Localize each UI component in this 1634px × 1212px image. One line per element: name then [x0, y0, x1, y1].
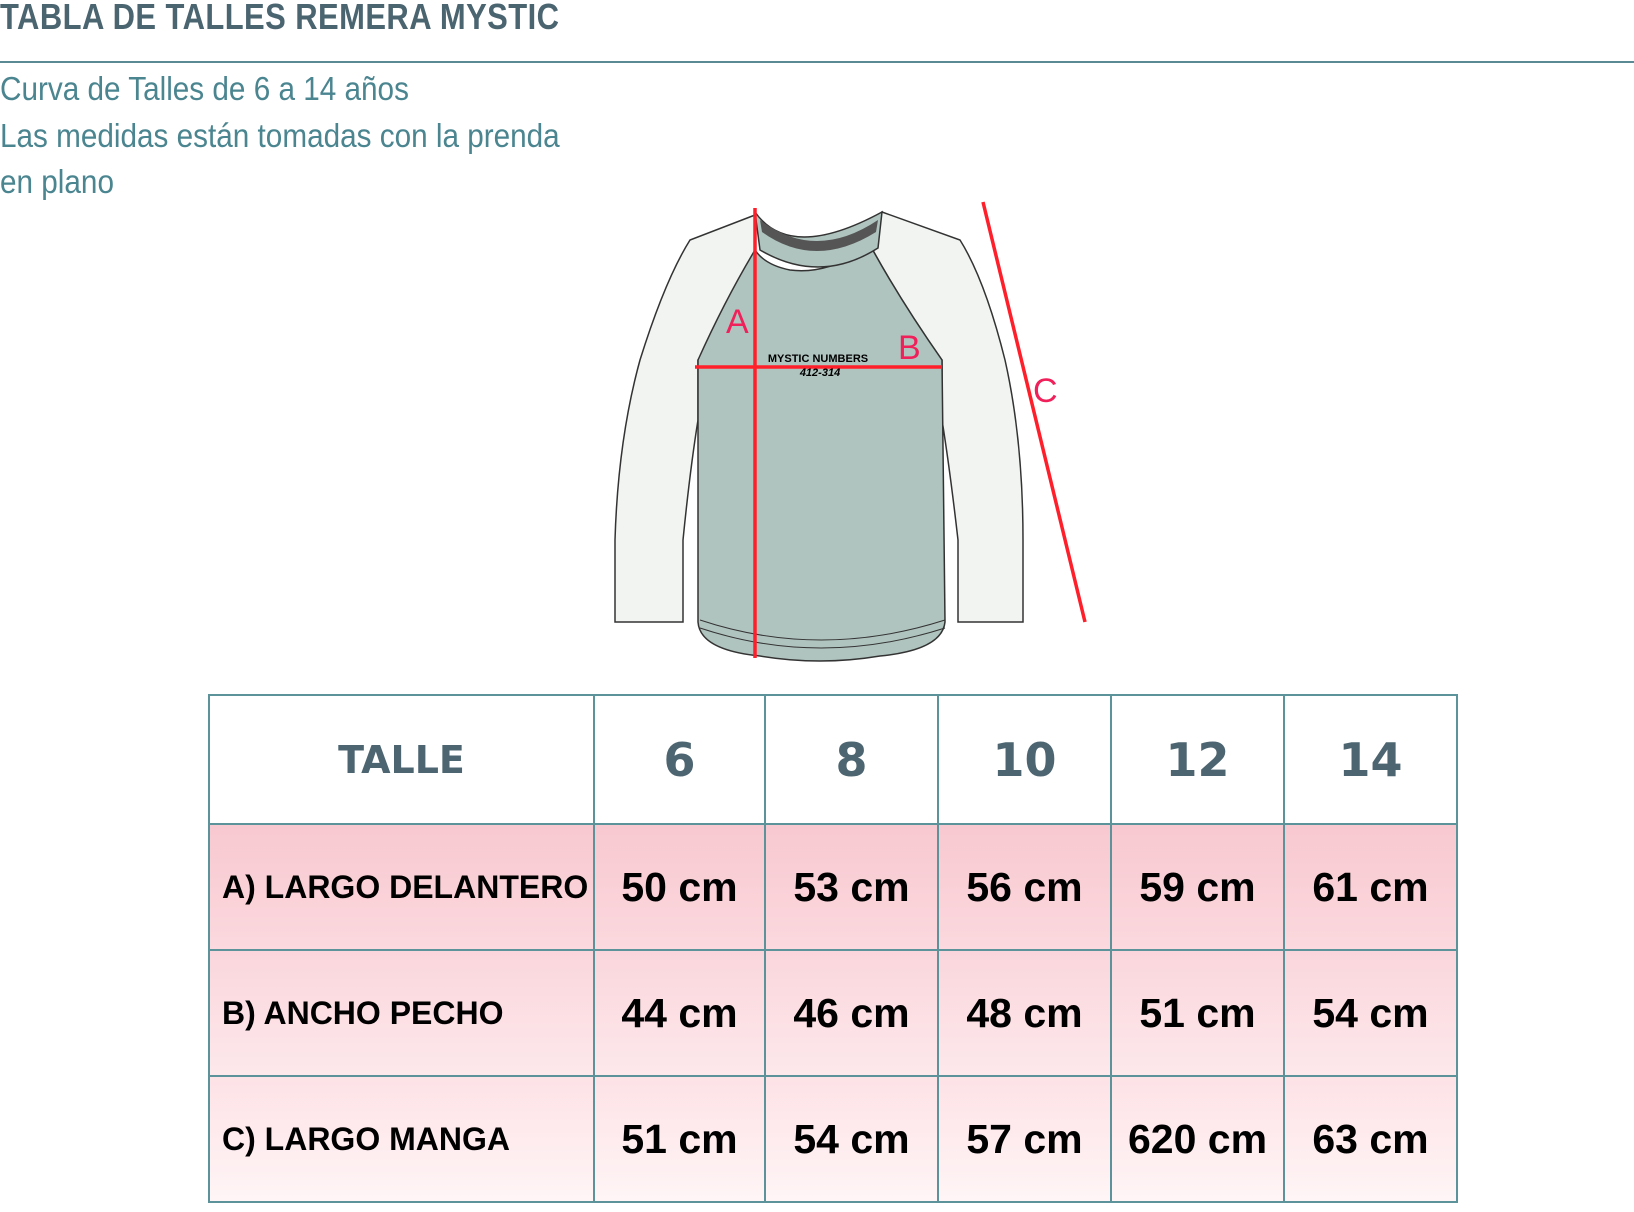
table-cell: 59 cm: [1110, 823, 1285, 951]
row-label: B) ANCHO PECHO: [208, 949, 595, 1077]
shirt-diagram: A B C MYSTIC NUMBERS 412-314: [614, 201, 1087, 662]
table-cell: 54 cm: [1283, 949, 1458, 1077]
table-cell: 63 cm: [1283, 1075, 1458, 1203]
measure-line-c: [981, 201, 1087, 623]
table-cell: 51 cm: [593, 1075, 766, 1203]
table-cell: 50 cm: [593, 823, 766, 951]
table-cell: 46 cm: [764, 949, 939, 1077]
size-header-row: TALLE 6 8 10 12 14: [208, 694, 1458, 825]
subtitle-line-2: Las medidas están tomadas con la prenda: [0, 117, 560, 154]
row-label: A) LARGO DELANTERO: [208, 823, 595, 951]
table-cell: 51 cm: [1110, 949, 1285, 1077]
label-c: C: [1033, 372, 1058, 410]
table-cell: 53 cm: [764, 823, 939, 951]
shirt-illustration: [614, 210, 1024, 662]
label-a: A: [726, 303, 749, 341]
size-header: 10: [937, 694, 1112, 825]
row-label: C) LARGO MANGA: [208, 1075, 595, 1203]
measurement-lines: [695, 201, 1087, 658]
table-row: C) LARGO MANGA 51 cm 54 cm 57 cm 620 cm …: [208, 1075, 1458, 1203]
table-cell: 48 cm: [937, 949, 1112, 1077]
size-header: 14: [1283, 694, 1458, 825]
size-table: TALLE 6 8 10 12 14 A) LARGO DELANTERO 50…: [208, 694, 1458, 1203]
table-cell: 61 cm: [1283, 823, 1458, 951]
table-cell: 57 cm: [937, 1075, 1112, 1203]
table-cell: 44 cm: [593, 949, 766, 1077]
size-header: 6: [593, 694, 766, 825]
subtitle-line-1: Curva de Talles de 6 a 14 años: [0, 70, 409, 107]
size-header: 8: [764, 694, 939, 825]
subtitle-line-3: en plano: [0, 163, 114, 200]
table-row: B) ANCHO PECHO 44 cm 46 cm 48 cm 51 cm 5…: [208, 949, 1458, 1077]
table-row: A) LARGO DELANTERO 50 cm 53 cm 56 cm 59 …: [208, 823, 1458, 951]
table-cell: 620 cm: [1110, 1075, 1285, 1203]
page-title: TABLA DE TALLES REMERA MYSTIC: [0, 0, 560, 37]
size-header: 12: [1110, 694, 1285, 825]
header-talle: TALLE: [208, 694, 595, 825]
label-b: B: [898, 329, 921, 367]
shirt-print-line1: MYSTIC NUMBERS: [768, 353, 868, 365]
title-divider: [0, 61, 1634, 63]
shirt-print-line2: 412-314: [799, 367, 840, 379]
table-cell: 56 cm: [937, 823, 1112, 951]
table-cell: 54 cm: [764, 1075, 939, 1203]
